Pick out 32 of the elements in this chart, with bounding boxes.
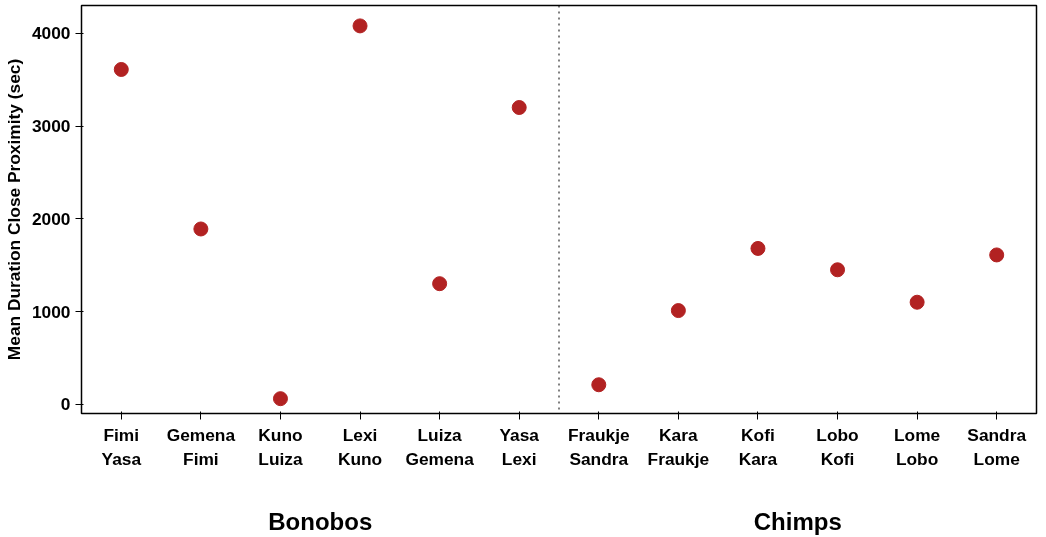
x-tick-label: Fraukje Sandra xyxy=(567,424,630,469)
x-tick-label: Fimi Yasa xyxy=(101,424,142,469)
point xyxy=(750,240,766,256)
point xyxy=(113,62,129,77)
point xyxy=(591,377,607,393)
point xyxy=(909,294,925,310)
point xyxy=(272,391,288,407)
y-tick-label: 4000 xyxy=(31,23,71,44)
x-tick-label: Kofi Kara xyxy=(738,424,778,469)
text: Chimps xyxy=(753,507,842,535)
x-tick-label: Sandra Lome xyxy=(967,424,1027,469)
point xyxy=(830,262,846,278)
point xyxy=(670,303,686,319)
point xyxy=(193,221,209,237)
x-tick-label: Lome Lobo xyxy=(894,424,941,469)
point xyxy=(432,276,448,292)
y-tick-label: 3000 xyxy=(31,116,71,137)
x-tick-label: Gemena Fimi xyxy=(166,424,236,469)
point xyxy=(989,247,1005,263)
point xyxy=(352,18,368,34)
y-tick-label: 2000 xyxy=(31,208,71,229)
x-tick-label: Lobo Kofi xyxy=(816,424,859,469)
point xyxy=(511,100,527,115)
y-axis-title: Mean Duration Close Proximity (sec) xyxy=(3,58,24,361)
x-tick-label: Yasa Lexi xyxy=(499,424,540,469)
text: Bonobos xyxy=(268,507,373,535)
x-tick-label: Luiza Gemena xyxy=(405,424,475,469)
x-tick-label: Kuno Luiza xyxy=(258,424,303,469)
y-tick-label: 0 xyxy=(60,394,71,415)
x-tick-label: Lexi Kuno xyxy=(337,424,383,469)
x-tick-label: Kara Fraukje xyxy=(647,424,710,469)
y-tick-label: 1000 xyxy=(31,301,71,322)
